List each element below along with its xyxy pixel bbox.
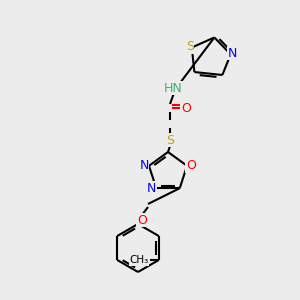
- Text: HN: HN: [164, 82, 182, 94]
- Text: N: N: [147, 182, 156, 195]
- Text: O: O: [137, 214, 147, 226]
- Text: S: S: [186, 40, 194, 53]
- Text: N: N: [139, 159, 149, 172]
- Text: O: O: [181, 101, 191, 115]
- Text: O: O: [186, 159, 196, 172]
- Text: S: S: [166, 134, 174, 146]
- Text: CH₃: CH₃: [129, 255, 148, 265]
- Text: N: N: [228, 47, 237, 60]
